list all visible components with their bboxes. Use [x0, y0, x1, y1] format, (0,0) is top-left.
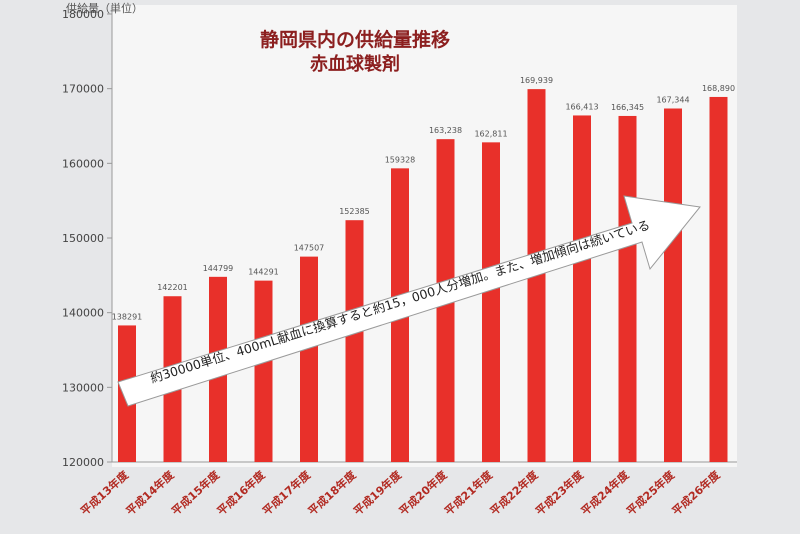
data-label: 138291	[112, 312, 143, 321]
y-tick-label: 130000	[62, 381, 104, 394]
data-label: 166,413	[565, 102, 598, 111]
data-label: 144799	[203, 264, 234, 273]
data-label: 169,939	[520, 76, 553, 85]
chart-title: 静岡県内の供給量推移	[260, 28, 450, 51]
data-label: 168,890	[702, 84, 735, 93]
data-label: 167,344	[656, 95, 689, 104]
chart-subtitle: 赤血球製剤	[310, 53, 400, 75]
y-tick-label: 120000	[62, 456, 104, 469]
bar	[254, 280, 273, 462]
y-tick-label: 170000	[62, 83, 104, 96]
y-tick-label: 140000	[62, 307, 104, 320]
bar	[664, 108, 682, 462]
bar	[618, 115, 637, 462]
data-label: 147507	[294, 244, 325, 253]
data-label: 152385	[339, 207, 370, 216]
y-axis-label: 供給量（単位）	[66, 1, 143, 15]
data-label: 163,238	[429, 126, 462, 135]
y-tick-label: 160000	[62, 157, 104, 170]
data-label: 166,345	[611, 103, 644, 112]
bar	[300, 256, 318, 462]
trend-arrow	[117, 195, 701, 407]
y-tick-label: 180000	[62, 8, 104, 21]
bar	[573, 115, 591, 463]
data-label: 159328	[385, 155, 416, 164]
bar	[345, 220, 364, 462]
bar	[709, 96, 728, 463]
data-label: 144291	[248, 268, 279, 277]
data-label: 142201	[157, 283, 188, 292]
y-tick-label: 150000	[62, 232, 104, 245]
data-label: 162,811	[474, 129, 507, 138]
bar	[482, 142, 500, 462]
